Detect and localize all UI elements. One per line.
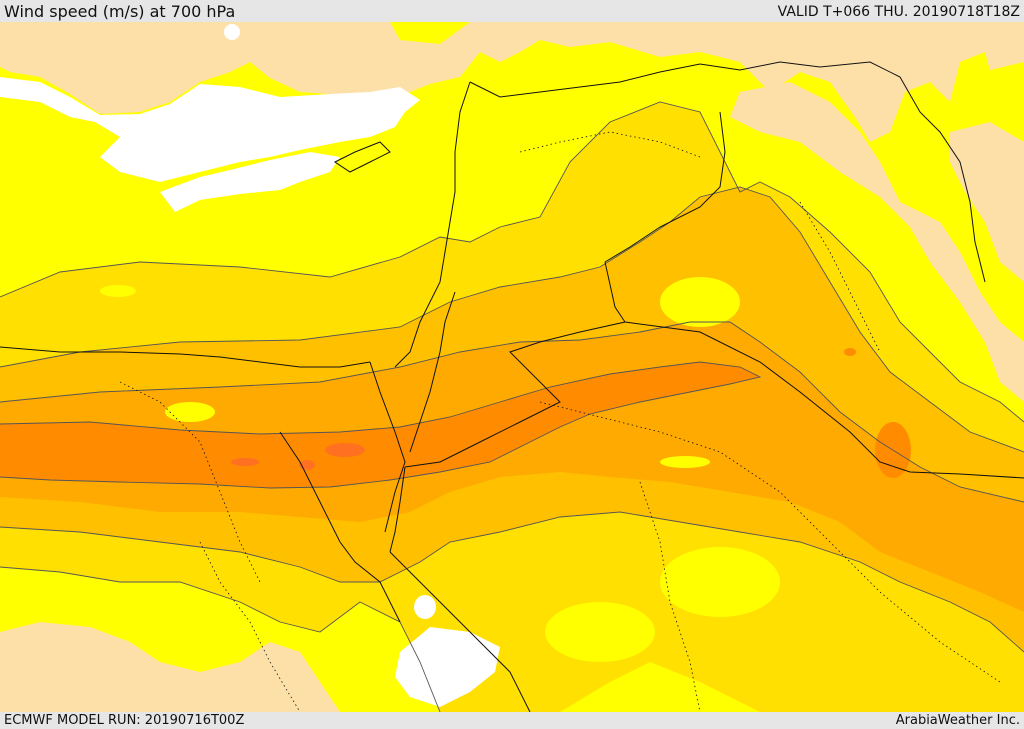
shade-lowest-sudan — [0, 622, 340, 712]
sea-lake-nasser — [414, 595, 436, 619]
shade-very-high-band — [0, 362, 760, 488]
shade-low-island-4 — [660, 456, 710, 468]
border-jordan-saudi — [404, 261, 626, 468]
coast-gulf-of-suez — [279, 431, 401, 623]
shade-low-island-6 — [660, 547, 780, 617]
province-border-3 — [539, 401, 1001, 683]
model-run-label: ECMWF MODEL RUN: 20190716T00Z — [4, 713, 245, 728]
border-turkey-syria — [469, 61, 781, 98]
coast-cyprus — [334, 141, 391, 173]
map-header: Wind speed (m/s) at 700 hPa VALID T+066 … — [0, 0, 1024, 22]
province-border-2 — [119, 381, 261, 583]
credit-label: ArabiaWeather Inc. — [895, 713, 1020, 728]
coast-gulf-of-aqaba — [389, 466, 406, 553]
border-iraq-saudi — [624, 321, 1024, 479]
sea-aegean-isle — [224, 24, 240, 40]
province-borders — [119, 131, 1001, 712]
country-borders — [0, 61, 1024, 712]
valid-time: VALID T+066 THU. 20190718T18Z — [777, 4, 1020, 20]
wind-speed-map — [0, 22, 1024, 712]
border-syria-iraq — [604, 111, 726, 263]
sea-red-sea-sudan — [395, 627, 500, 707]
province-border-1 — [519, 131, 701, 158]
shade-lowest-zagros — [730, 82, 1024, 402]
shade-peak-sinai — [325, 443, 365, 457]
province-border-4 — [199, 541, 301, 712]
map-svg — [0, 22, 1024, 712]
map-footer: ECMWF MODEL RUN: 20190716T00Z ArabiaWeat… — [0, 712, 1024, 729]
shade-lowest-anatolia — [0, 22, 1024, 142]
sea-mediterranean-coast — [160, 152, 340, 212]
sea-mediterranean-east — [0, 77, 420, 182]
border-egypt-israel — [369, 361, 406, 533]
shade-high-band — [0, 322, 1024, 612]
shade-peak-egypt — [231, 458, 259, 466]
contour-line-5 — [0, 566, 441, 712]
border-iraq-iran — [779, 61, 986, 283]
shade-peak-dot — [844, 348, 856, 356]
shade-low-island-5 — [545, 602, 655, 662]
coast-levant — [394, 81, 471, 368]
contour-line-6 — [0, 361, 762, 489]
contour-line-4 — [0, 511, 1024, 653]
shade-low-island-1 — [100, 285, 136, 297]
shade-low-island-3 — [165, 402, 215, 422]
shade-low-island-2 — [660, 277, 740, 327]
coast-north-egypt — [0, 346, 371, 368]
border-jordan-israel — [409, 291, 456, 453]
shade-lowest-iran-corner — [950, 122, 1024, 282]
contour-line-1 — [0, 101, 1024, 423]
coast-red-sea — [389, 551, 531, 712]
map-title: Wind speed (m/s) at 700 hPa — [4, 2, 236, 21]
